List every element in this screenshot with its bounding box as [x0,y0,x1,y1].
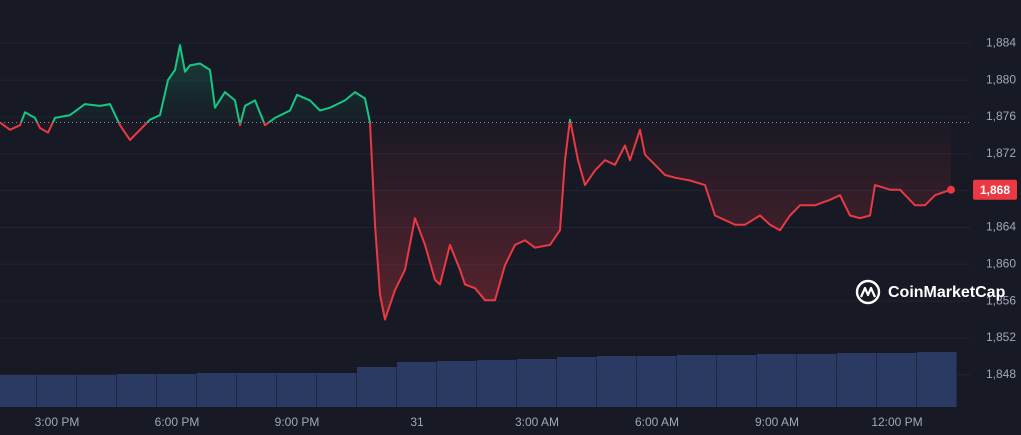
watermark: CoinMarketCap [855,279,1006,305]
price-line [0,44,952,321]
x-tick-label: 12:00 PM [871,415,922,429]
last-point [947,185,955,194]
x-tick-label: 9:00 PM [275,415,320,429]
volume-bar [797,354,837,407]
price-tag [973,179,1017,200]
volume-bar [757,354,797,407]
volume-bar [357,367,397,407]
y-tick-label: 1,864 [986,220,1016,234]
y-tick-label: 1,876 [986,109,1016,123]
y-tick-label: 1,852 [986,330,1016,344]
volume-bar [437,361,477,407]
volume-bar [717,355,757,407]
volume-bar [917,352,957,407]
volume-bar [837,353,877,407]
volume-bar [277,373,317,407]
volume-bar [677,355,717,407]
volume-bar [0,375,37,407]
y-tick-label: 1,880 [986,72,1016,86]
volume-bar [397,362,437,407]
volume-bar [77,375,117,407]
y-tick-label: 1,848 [986,367,1016,381]
volume-bar [557,357,597,407]
x-tick-label: 31 [410,415,424,429]
x-tick-label: 3:00 PM [35,415,80,429]
x-tick-label: 3:00 AM [515,415,559,429]
x-tick-label: 6:00 PM [155,415,200,429]
volume-bar [637,356,677,407]
volume-bar [37,375,77,407]
y-tick-label: 1,872 [986,146,1016,160]
x-tick-label: 6:00 AM [635,415,679,429]
volume-bar [477,360,517,407]
y-tick-label: 1,884 [986,35,1016,49]
volume-bar [117,374,157,407]
volume-bar [197,373,237,407]
price-tag-label: 1,868 [980,183,1010,197]
area [0,45,951,320]
volume-bar [237,373,277,407]
volume-bar [157,374,197,407]
y-tick-label: 1,860 [986,256,1016,270]
volume-bar [317,373,357,407]
watermark-text: CoinMarketCap [888,284,1006,301]
volume-bar [597,356,637,407]
x-tick-label: 9:00 AM [755,415,799,429]
y-tick-label: 1,856 [986,293,1016,307]
volume-bar [877,353,917,407]
volume-bar [517,359,557,407]
